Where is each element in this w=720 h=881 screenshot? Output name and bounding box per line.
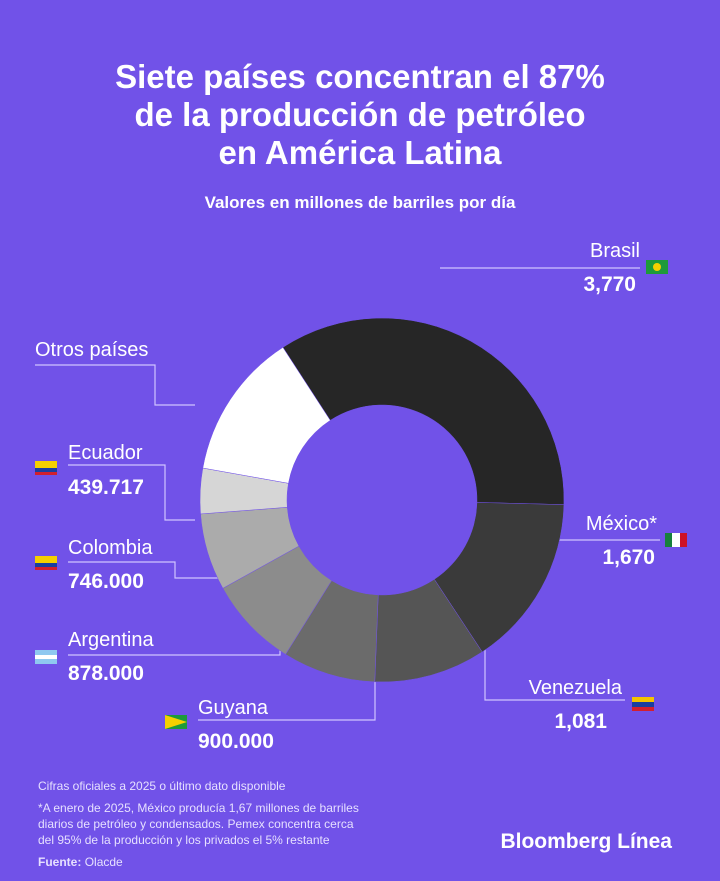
category-label: Brasil bbox=[590, 240, 640, 262]
category-label: Ecuador bbox=[68, 442, 143, 464]
flag bbox=[35, 468, 57, 472]
source: Fuente: Olacde bbox=[38, 855, 123, 869]
note: diarios de petróleo y condensados. Pemex… bbox=[38, 817, 354, 831]
value-label: 439.717 bbox=[68, 476, 144, 499]
note: del 95% de la producción y los privados … bbox=[38, 833, 330, 847]
value-label: 1,081 bbox=[554, 710, 607, 733]
flag bbox=[632, 702, 654, 707]
leader bbox=[68, 561, 235, 579]
flag bbox=[35, 567, 57, 570]
flag bbox=[665, 533, 672, 547]
flag bbox=[35, 472, 57, 475]
title-line: Siete países concentran el 87% bbox=[115, 58, 605, 95]
slice bbox=[282, 317, 565, 505]
value-label: 3,770 bbox=[583, 273, 636, 296]
flag bbox=[35, 655, 57, 659]
category-label: México* bbox=[586, 513, 657, 535]
title-line: en América Latina bbox=[218, 134, 502, 171]
title-line: de la producción de petróleo bbox=[134, 96, 585, 133]
source-name: Olacde bbox=[85, 855, 123, 869]
leader bbox=[68, 464, 195, 521]
brand: Bloomberg Línea bbox=[500, 830, 672, 853]
flag bbox=[165, 715, 187, 729]
flag bbox=[35, 563, 57, 567]
category-label: Colombia bbox=[68, 537, 153, 559]
flag bbox=[632, 707, 654, 711]
note: *A enero de 2025, México producía 1,67 m… bbox=[38, 801, 359, 815]
slice bbox=[202, 347, 331, 484]
source-label: Fuente: bbox=[38, 855, 81, 869]
category-label: Argentina bbox=[68, 629, 154, 651]
leader bbox=[35, 364, 195, 406]
value-label: 900.000 bbox=[198, 730, 274, 753]
value-label: 878.000 bbox=[68, 662, 144, 685]
flag bbox=[653, 263, 661, 271]
subtitle: Valores en millones de barriles por día bbox=[205, 193, 516, 212]
flags bbox=[35, 260, 687, 729]
category-label: Otros países bbox=[35, 339, 148, 361]
flag bbox=[680, 533, 687, 547]
value-label: 746.000 bbox=[68, 570, 144, 593]
donut bbox=[199, 317, 565, 683]
category-label: Venezuela bbox=[529, 677, 623, 699]
category-label: Guyana bbox=[198, 697, 269, 719]
note: Cifras oficiales a 2025 o último dato di… bbox=[38, 779, 286, 793]
value-label: 1,670 bbox=[602, 546, 655, 569]
